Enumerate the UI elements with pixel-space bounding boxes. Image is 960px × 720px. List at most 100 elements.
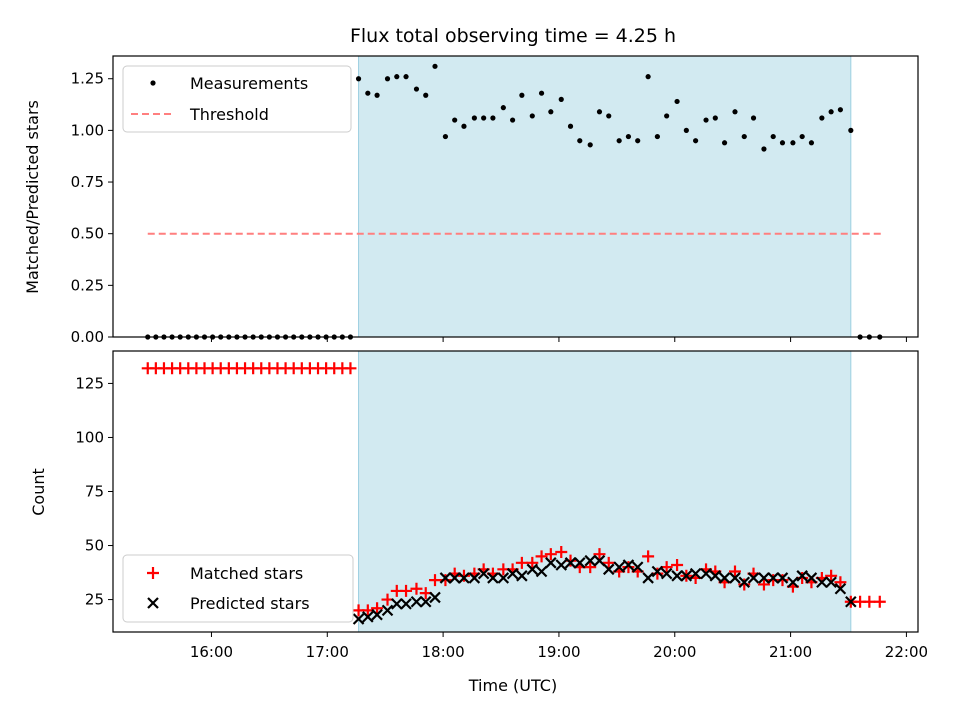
matched-star-point [584,561,597,574]
top-ytick-label: 1.25 [71,70,104,88]
measurement-point [423,92,429,98]
legend-threshold-label: Threshold [189,105,269,124]
matched-star-point [642,550,655,563]
legend-predicted-label: Predicted stars [190,594,310,613]
matched-star-point [535,550,548,563]
matched-star-point [457,569,470,582]
predicted-star-point [796,570,808,582]
predicted-star-point [642,572,654,584]
measurement-point [799,133,805,140]
bottom-y-ticks: 25 50 75 100 125 [75,374,113,609]
xtick-label: 18:00 [421,643,464,661]
measurement-point [683,127,689,133]
predicted-star-point [506,567,519,580]
measurement-point [741,133,747,140]
predicted-star-point [390,598,403,610]
measurement-point [567,123,574,129]
top-axes-frame [112,55,919,338]
measurement-point [645,74,651,80]
measurement-point [538,90,545,96]
measurement-point [654,133,660,140]
matched-star-point [344,362,357,375]
predicted-star-point [671,570,683,582]
top-ytick-label: 1.00 [71,121,104,139]
measurement-point [848,127,854,133]
measurement-point [548,109,554,115]
predicted-star-point [477,567,490,580]
predicted-star-point [400,598,412,610]
matched-star-point [439,574,452,587]
measurement-point [837,107,843,113]
legend-measurements-label: Measurements [190,74,308,93]
bottom-legend: Matched stars Predicted stars [122,554,354,623]
matched-star-point [526,556,539,569]
predicted-star-point [468,572,481,584]
predicted-star-point [458,572,470,584]
bot-ytick-label: 50 [85,537,104,555]
top-y-ticks: 0.00 0.25 0.50 0.75 1.00 1.25 [71,70,113,346]
measurement-point [770,133,776,140]
xtick-label: 22:00 [885,643,928,661]
matched-star-point [671,558,684,571]
measurement-point [625,133,632,140]
predicted-star-point [767,572,779,584]
legend-measurements-marker [150,80,156,86]
legend-matched-label: Matched stars [190,564,303,583]
predicted-star-point [805,572,818,584]
measurement-point [828,109,834,115]
predicted-star-point [352,613,365,625]
top-ytick-label: 0.00 [71,328,104,346]
measurement-points [145,63,883,340]
measurement-point [712,115,718,121]
predicted-stars-points [352,554,857,625]
matched-star-point [429,574,441,587]
predicted-star-point [613,561,625,573]
measurement-point [481,115,487,121]
measurement-point [529,113,535,119]
measurement-point [374,92,380,98]
measurement-point [500,105,506,111]
predicted-star-point [584,554,596,567]
predicted-star-point [787,576,799,589]
xtick-label: 17:00 [306,643,349,661]
matched-star-point [738,578,751,591]
legend-predicted-marker [147,597,159,609]
matched-star-point [825,569,838,582]
xtick-label: 16:00 [190,643,233,661]
xtick-label: 19:00 [537,643,580,661]
measurement-point [519,92,525,98]
measurement-point [355,76,362,82]
measurement-point [819,115,825,121]
matched-star-point [863,595,876,608]
predicted-star-point [631,561,644,573]
predicted-star-point [816,576,828,589]
predicted-star-point [526,563,539,576]
measurement-point [461,123,467,129]
measurement-point [732,109,738,115]
measurement-point [693,138,699,144]
measurement-point [750,115,757,121]
predicted-star-point [487,572,499,584]
bottom-x-ticks: 16:00 17:00 18:00 19:00 20:00 21:00 22:00 [190,632,928,661]
bottom-panel: 25 50 75 100 125 16:00 17:00 18:00 19:00 20:00 21… [29,350,928,695]
measurement-point [413,86,420,92]
predicted-star-point [362,611,374,623]
matched-star-point [602,556,615,569]
predicted-star-point [545,557,557,569]
predicted-star-point [718,572,731,584]
matched-star-point [728,565,741,578]
predicted-star-point [758,572,770,584]
predicted-star-point [535,565,548,578]
predicted-star-point [660,567,673,580]
xtick-label: 21:00 [769,643,812,661]
predicted-star-point [448,572,461,584]
predicted-star-point [825,576,837,589]
measurement-point [616,138,622,144]
predicted-star-point [845,595,857,608]
matched-star-point [371,602,384,615]
matched-star-point [622,561,635,574]
bot-ytick-label: 100 [75,428,104,446]
bot-ytick-label: 125 [75,374,104,392]
predicted-star-point [680,570,693,582]
predicted-star-point [776,572,789,584]
